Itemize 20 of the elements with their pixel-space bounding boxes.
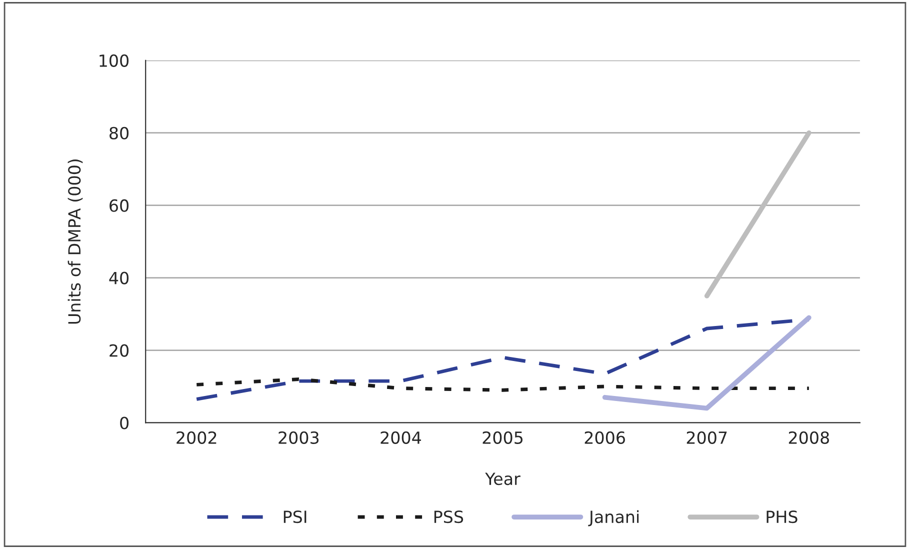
x-tick-label: 2005: [482, 431, 523, 444]
x-tick-label: 2004: [380, 431, 421, 444]
x-tick-label: 2007: [686, 431, 727, 444]
legend-label: PHS: [766, 510, 798, 524]
x-tick-label: 2002: [176, 431, 216, 444]
y-tick-label: 40: [109, 272, 129, 284]
y-tick-label: 60: [110, 199, 129, 212]
y-tick-label: 80: [110, 126, 129, 140]
x-tick-label: 2006: [584, 431, 625, 444]
x-tick-label: 2003: [278, 431, 319, 444]
x-tick-label: 2008: [788, 431, 829, 444]
y-tick-label: 100: [100, 54, 129, 67]
legend-label: Janani: [588, 510, 639, 526]
y-tick-label: 20: [110, 344, 129, 357]
legend-label: PSI: [284, 510, 306, 524]
legend-label: PSS: [434, 510, 464, 524]
line-series: [194, 378, 811, 392]
x-axis-title: Year: [485, 472, 520, 486]
y-tick-label: 0: [120, 416, 129, 430]
y-axis-title: Units of DMPA (000): [68, 159, 83, 324]
